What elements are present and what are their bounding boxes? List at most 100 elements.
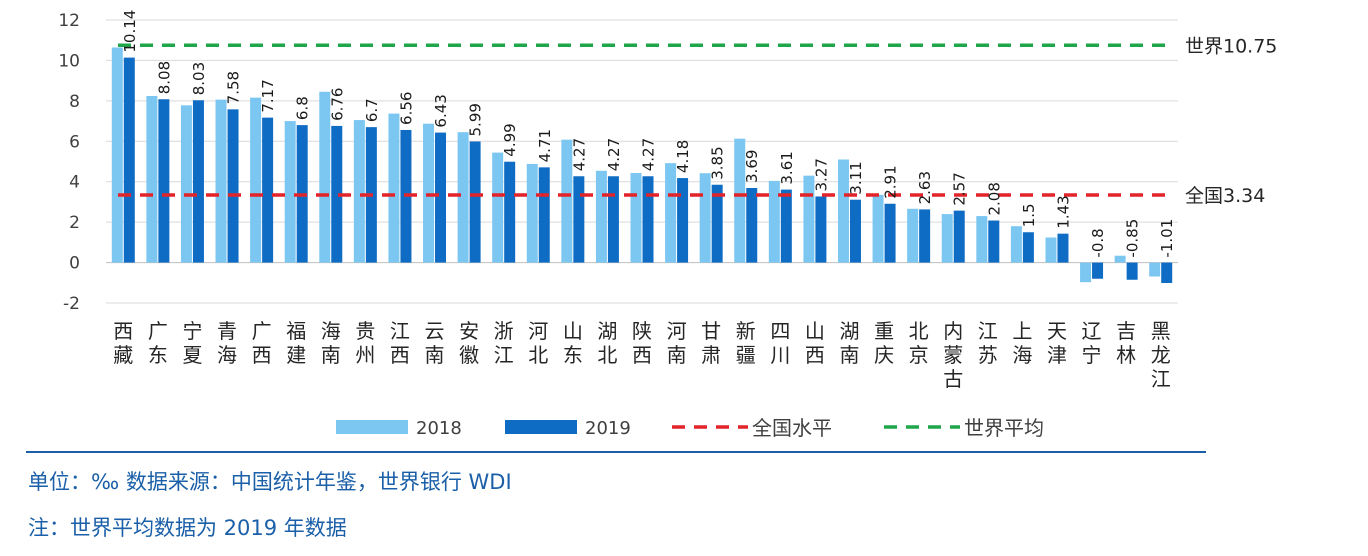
chart: 12 10 8 6 4 2 0 -2 全国3.34 世界10.75 10.14 8.08 8.03 7… — [58, 10, 1277, 440]
data-label: 8.08 — [155, 61, 173, 94]
x-tick-label: 蒙 — [943, 343, 963, 367]
x-tick-label: 北 — [597, 343, 617, 367]
x-tick-label: 天 — [1047, 319, 1067, 343]
x-tick-label: 龙 — [1151, 343, 1171, 367]
x-tick-label: 湖 — [839, 319, 859, 343]
bar-2019 — [192, 100, 204, 263]
y-tick-label: 0 — [69, 254, 80, 274]
bar-2019 — [953, 210, 965, 263]
x-tick-label: 河 — [528, 319, 548, 343]
data-label: 6.8 — [294, 96, 312, 120]
x-tick-label: 南 — [425, 343, 445, 367]
legend-label-2019: 2019 — [585, 418, 631, 439]
x-tick-label: 宁 — [1082, 343, 1102, 367]
x-tick-label: 州 — [355, 343, 375, 367]
legend-label-2018: 2018 — [416, 418, 462, 439]
x-tick-label: 重 — [874, 319, 894, 343]
bar-2019 — [158, 99, 170, 263]
data-labels: 10.14 8.08 8.03 7.58 7.17 6.8 6.76 6.7 6.56 6.43 5… — [121, 10, 1176, 258]
bar-2019 — [677, 178, 689, 263]
x-tick-label: 吉 — [1116, 319, 1136, 343]
footnote: 注：世界平均数据为 2019 年数据 — [28, 516, 347, 540]
x-tick-label: 南 — [321, 343, 341, 367]
x-tick-label: 广 — [148, 319, 168, 343]
bar-2018 — [423, 123, 435, 263]
data-label: 2.63 — [916, 171, 934, 204]
x-tick-label: 徽 — [459, 343, 479, 367]
data-label: -1.01 — [1158, 219, 1176, 258]
data-label: 3.11 — [847, 161, 865, 194]
bar-2019 — [815, 196, 827, 263]
bar-2018 — [630, 173, 642, 263]
bar-2018 — [1045, 237, 1057, 263]
x-tick-label: 青 — [217, 319, 237, 343]
bar-2019 — [538, 167, 550, 263]
y-tick-label: 12 — [58, 11, 80, 31]
x-tick-label: 内 — [943, 319, 963, 343]
bar-2018 — [665, 163, 677, 263]
x-tick-label: 山 — [563, 319, 583, 343]
x-tick-label: 广 — [252, 319, 272, 343]
x-tick-label: 浙 — [494, 319, 514, 343]
data-label: 7.58 — [225, 71, 243, 104]
x-axis: 西藏广东宁夏青海广西福建海南贵州江西云南安徽浙江河北山东湖北陕西河南甘肃新疆四川… — [113, 319, 1170, 391]
x-tick-label: 古 — [943, 367, 963, 391]
x-tick-label: 东 — [148, 343, 168, 367]
data-label: 2.08 — [985, 182, 1003, 215]
data-label: 10.14 — [121, 10, 139, 53]
x-tick-label: 疆 — [736, 343, 756, 367]
bar-2019 — [504, 161, 516, 263]
bar-2018 — [180, 105, 192, 263]
bar-2019 — [1161, 262, 1173, 283]
x-tick-label: 海 — [1012, 343, 1032, 367]
x-tick-label: 黑 — [1151, 319, 1171, 343]
bar-2018 — [1010, 226, 1022, 263]
bar-2019 — [642, 176, 654, 263]
data-label: 4.71 — [536, 129, 554, 162]
bar-2019 — [746, 187, 758, 263]
x-tick-label: 川 — [770, 343, 790, 367]
data-label: 3.69 — [743, 150, 761, 183]
x-tick-label: 江 — [494, 343, 514, 367]
x-tick-label: 夏 — [182, 343, 202, 367]
data-label: 4.18 — [674, 140, 692, 173]
data-label: 8.03 — [190, 62, 208, 95]
bar-2019 — [227, 109, 239, 263]
x-tick-label: 山 — [805, 319, 825, 343]
data-label: 4.27 — [570, 138, 588, 171]
x-tick-label: 海 — [217, 343, 237, 367]
x-tick-label: 河 — [667, 319, 687, 343]
bar-2019 — [607, 176, 619, 263]
x-tick-label: 西 — [390, 343, 410, 367]
x-tick-label: 东 — [563, 343, 583, 367]
bar-2019 — [988, 220, 1000, 263]
data-label: 6.43 — [432, 94, 450, 127]
gridlines — [106, 19, 1178, 304]
reference-line-label: 世界10.75 — [1185, 35, 1277, 57]
bar-2018 — [768, 180, 780, 263]
data-label: 3.27 — [812, 158, 830, 191]
bar-2019 — [123, 57, 135, 263]
legend-label-national: 全国水平 — [752, 416, 832, 440]
x-tick-label: 江 — [978, 319, 998, 343]
bar-2019 — [435, 132, 447, 263]
bar-2019 — [573, 176, 585, 263]
data-label: 6.76 — [328, 88, 346, 121]
bar-2018 — [284, 121, 296, 263]
reference-line-label: 全国3.34 — [1185, 185, 1265, 207]
data-label: 3.61 — [778, 151, 796, 184]
x-tick-label: 南 — [667, 343, 687, 367]
x-tick-label: 庆 — [874, 343, 894, 367]
data-label: 5.99 — [467, 103, 485, 136]
x-tick-label: 江 — [390, 319, 410, 343]
y-tick-label: 10 — [58, 51, 80, 71]
data-label: 6.7 — [363, 98, 381, 122]
bar-2018 — [146, 96, 158, 263]
x-tick-label: 肃 — [701, 343, 721, 367]
x-tick-label: 林 — [1116, 343, 1136, 367]
bar-2018 — [941, 214, 953, 263]
x-tick-label: 津 — [1047, 343, 1067, 367]
data-label: 3.85 — [709, 146, 727, 179]
y-tick-label: -2 — [63, 294, 80, 314]
y-tick-label: 8 — [69, 92, 80, 112]
